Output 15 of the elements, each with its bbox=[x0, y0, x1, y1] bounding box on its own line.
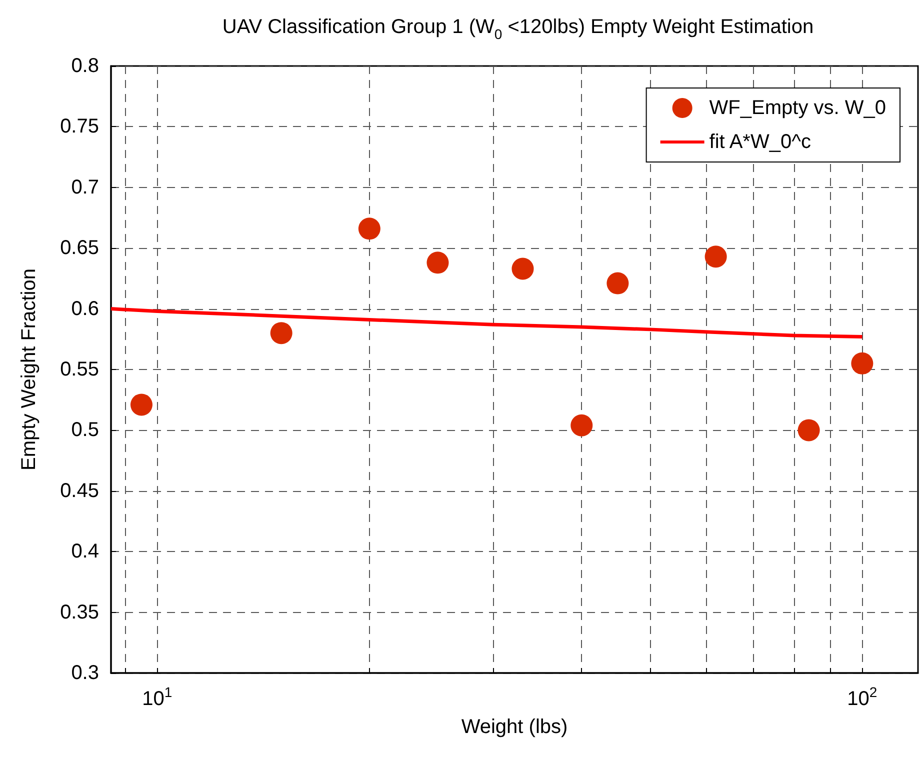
y-tick-label: 0.4 bbox=[71, 540, 99, 563]
legend-label: WF_Empty vs. W_0 bbox=[709, 97, 886, 119]
y-tick-label: 0.7 bbox=[71, 176, 99, 198]
y-tick-label: 0.5 bbox=[71, 419, 99, 442]
y-tick-label: 0.6 bbox=[71, 298, 99, 320]
y-tick-label: 0.8 bbox=[71, 55, 99, 77]
legend-label: fit A*W_0^c bbox=[709, 131, 811, 153]
y-tick-label: 0.75 bbox=[60, 116, 99, 138]
y-tick-label: 0.55 bbox=[60, 358, 99, 380]
y-tick-label: 0.35 bbox=[60, 601, 99, 624]
y-tick-label: 0.3 bbox=[71, 662, 99, 684]
y-tick-label: 0.45 bbox=[60, 480, 99, 502]
y-axis-title: Empty Weight Fraction bbox=[18, 268, 40, 470]
y-tick-label: 0.65 bbox=[60, 237, 99, 260]
x-axis-title: Weight (lbs) bbox=[461, 716, 568, 738]
